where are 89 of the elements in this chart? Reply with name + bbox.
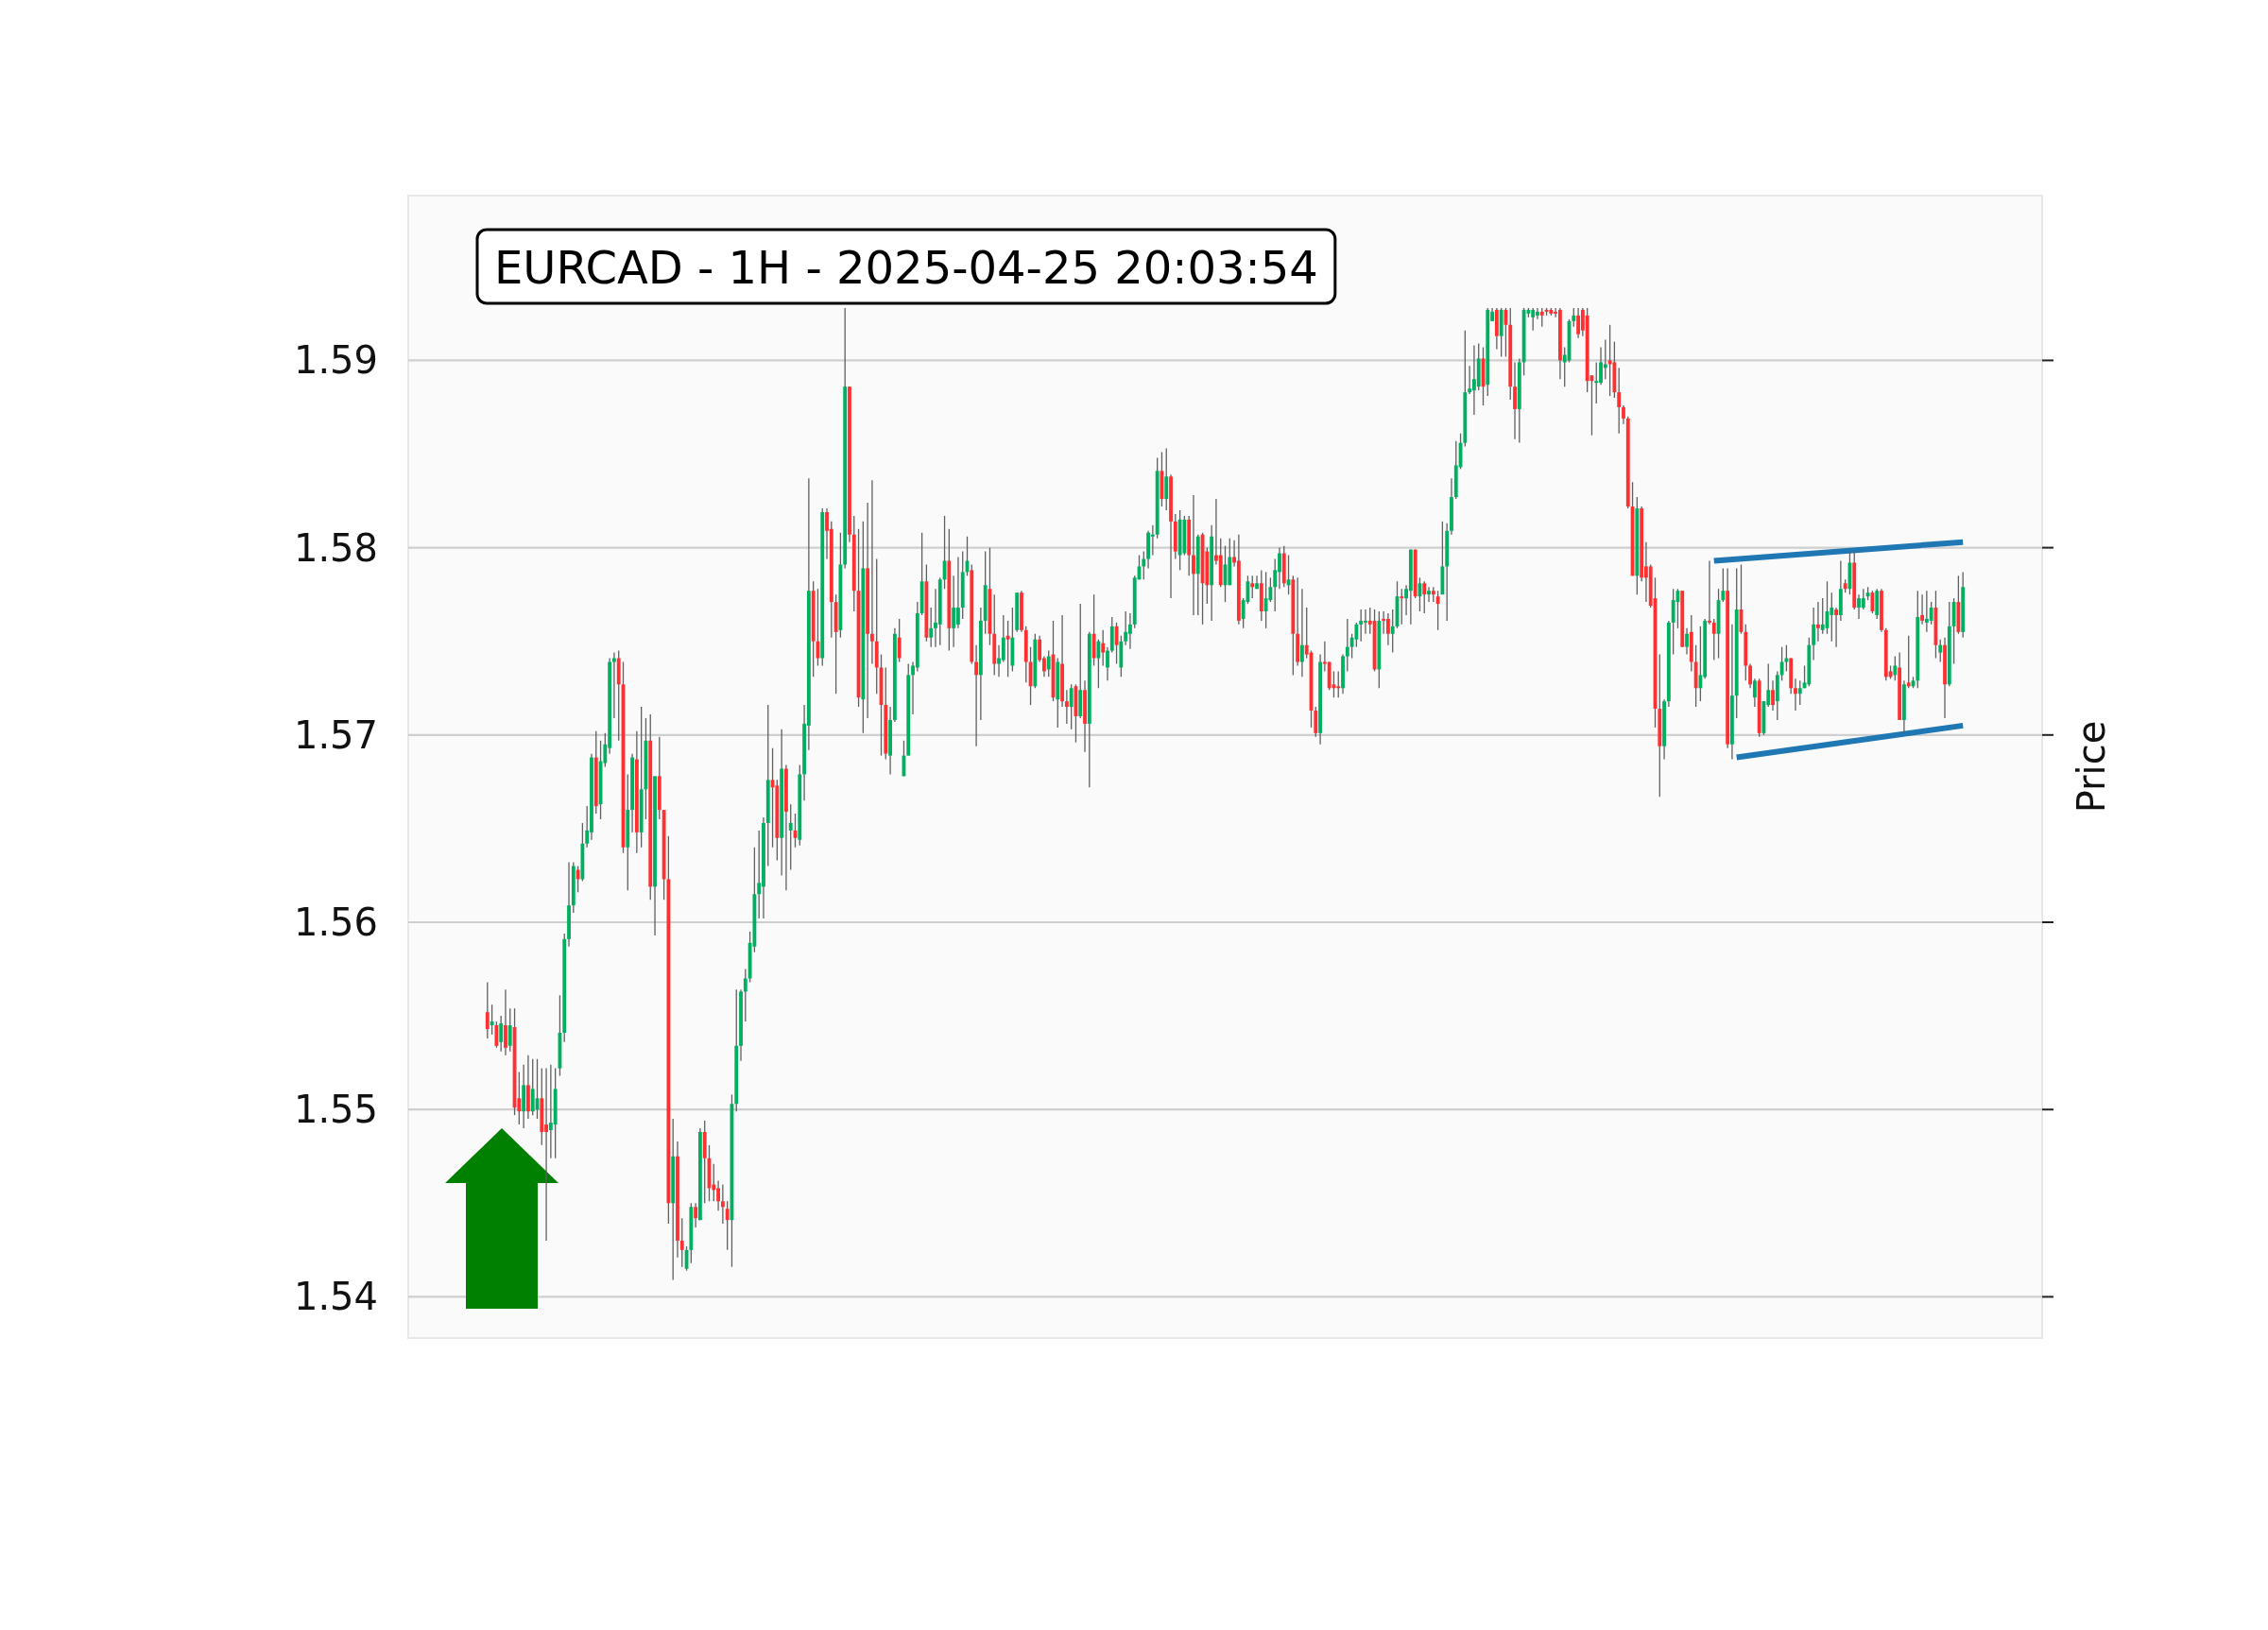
candlestick [1314, 706, 1318, 738]
candlestick [1422, 580, 1427, 614]
candlestick [1622, 404, 1625, 425]
y-axis-title: Price [2070, 720, 2113, 814]
candlestick [1142, 550, 1146, 580]
candlestick [1390, 609, 1395, 654]
candlestick [725, 1200, 730, 1251]
candlestick [679, 1217, 684, 1268]
text: EURCAD - 1H - 2025-04-25 20:03:54 [494, 241, 1318, 294]
candlestick [1929, 601, 1933, 626]
candlestick [1250, 575, 1255, 599]
candlestick [1382, 610, 1386, 635]
candlestick [1893, 655, 1898, 681]
candlestick [1001, 614, 1005, 663]
candlestick [1069, 683, 1074, 730]
candlestick [1779, 646, 1784, 681]
candlestick [1607, 324, 1612, 397]
y-tick-label: 1.54 [293, 1275, 378, 1319]
candlestick [1938, 639, 1943, 663]
candlestick [1906, 635, 1911, 689]
candlestick [1771, 679, 1775, 712]
candlestick [1820, 597, 1825, 635]
candlestick [694, 1202, 698, 1228]
candlestick [743, 968, 747, 1022]
candlestick [788, 803, 793, 871]
candlestick [1784, 644, 1789, 673]
candlestick [952, 575, 956, 648]
candlestick [1192, 494, 1195, 616]
candlestick [1711, 618, 1716, 661]
candlestick [1359, 609, 1364, 643]
candlestick [1721, 567, 1726, 603]
candlestick [1870, 590, 1875, 614]
candlestick [1572, 307, 1576, 328]
y-tick-label: 1.59 [293, 338, 378, 383]
candlestick [1752, 678, 1757, 708]
candlestick [1345, 618, 1349, 673]
candlestick [1797, 679, 1802, 706]
candlestick [1164, 447, 1169, 511]
candlestick [1920, 593, 1924, 626]
candlestick [1427, 586, 1431, 603]
candlestick [897, 618, 902, 663]
candlestick [1046, 649, 1051, 678]
candlestick [1435, 590, 1440, 631]
candlestick [1708, 559, 1711, 626]
candlestick [1300, 588, 1304, 678]
y-tick-label: 1.55 [293, 1088, 378, 1132]
candlestick [485, 981, 490, 1039]
candlestick [504, 988, 507, 1056]
candlestick [530, 1058, 535, 1116]
candlestick [507, 1007, 512, 1053]
y-tick-label: 1.58 [293, 525, 378, 570]
candlestick [1336, 670, 1341, 698]
candlestick [1671, 588, 1675, 656]
candlestick [494, 1021, 499, 1049]
candlestick [1263, 571, 1268, 629]
candlestick [1106, 646, 1109, 681]
candlestick [612, 651, 616, 719]
candlestick [1830, 592, 1834, 643]
candlestick [1794, 678, 1797, 712]
candlestick [1273, 558, 1278, 612]
candlestick [929, 607, 934, 648]
candlestick [1354, 622, 1359, 648]
candlestick [870, 479, 874, 665]
candlestick [1617, 367, 1622, 435]
candlestick [1101, 629, 1106, 667]
candlestick [1812, 607, 1816, 661]
y-tick-label: 1.57 [293, 712, 378, 757]
candlestick [1064, 689, 1069, 725]
candlestick [1124, 610, 1128, 646]
candlestick [974, 644, 978, 747]
candlestick [1513, 361, 1517, 440]
candlestick [1150, 524, 1155, 557]
candlestick [1539, 307, 1544, 328]
candlestick [1685, 627, 1689, 656]
candlestick [499, 1015, 504, 1053]
candlestick [1748, 662, 1752, 689]
candlestick [1594, 361, 1599, 404]
candlestick [490, 1004, 494, 1036]
y-tick-label: 1.56 [293, 901, 378, 944]
candlestick [1468, 365, 1472, 395]
candlestick [1005, 620, 1010, 678]
candlestick [1096, 639, 1101, 689]
candlestick [1400, 588, 1404, 626]
candlestick [1816, 601, 1820, 643]
candlestick [576, 865, 580, 893]
candlestick [1861, 588, 1865, 610]
candlestick [1834, 607, 1838, 648]
candlestick [1603, 338, 1607, 380]
candlestick [720, 1183, 725, 1225]
